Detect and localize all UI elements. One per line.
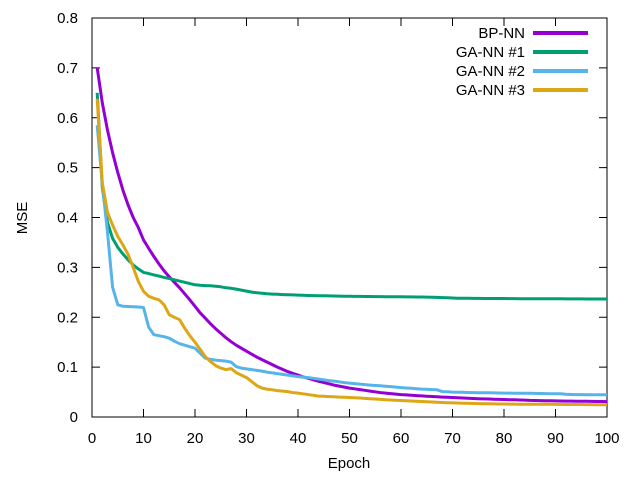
x-tick-label: 60 xyxy=(393,430,410,447)
x-tick-label: 70 xyxy=(444,430,461,447)
axis-ticks xyxy=(91,17,608,418)
x-tick-label: 20 xyxy=(187,430,204,447)
x-tick-label: 100 xyxy=(594,430,619,447)
y-tick-label: 0.6 xyxy=(57,110,78,127)
legend-label: GA-NN #1 xyxy=(456,44,525,61)
series-line-ga-nn-3 xyxy=(95,98,608,407)
x-tick-label: 30 xyxy=(238,430,255,447)
legend: BP-NN GA-NN #1 GA-NN #2 GA-NN #3 xyxy=(456,25,588,99)
y-tick-label: 0.2 xyxy=(57,309,78,326)
x-tick-label: 50 xyxy=(341,430,358,447)
legend-label: GA-NN #3 xyxy=(456,82,525,99)
x-tick-label: 90 xyxy=(547,430,564,447)
y-tick-label: 0.8 xyxy=(57,10,78,27)
x-axis-title: Epoch xyxy=(328,455,371,472)
axis-tick-labels: 0 10 20 30 40 50 60 70 80 90 100 0 0.1 0.2 0.3 0.4 0.5 0.… xyxy=(57,10,619,447)
series-line-ga-nn-1 xyxy=(95,92,607,301)
y-tick-label: 0.4 xyxy=(57,210,78,227)
series-line-bp-nn xyxy=(95,67,608,404)
legend-label: GA-NN #2 xyxy=(456,63,525,80)
x-tick-label: 40 xyxy=(290,430,307,447)
x-tick-label: 80 xyxy=(496,430,513,447)
legend-label: BP-NN xyxy=(478,25,525,42)
series-line-ga-nn-2 xyxy=(95,125,607,397)
y-tick-label: 0.3 xyxy=(57,259,78,276)
plot-border xyxy=(91,17,608,418)
x-tick-label: 10 xyxy=(135,430,152,447)
series-lines xyxy=(95,67,608,407)
y-tick-label: 0.5 xyxy=(57,160,78,177)
y-tick-label: 0.7 xyxy=(57,60,78,77)
y-axis-title: MSE xyxy=(14,202,31,235)
y-tick-label: 0 xyxy=(70,409,78,426)
y-tick-label: 0.1 xyxy=(57,359,78,376)
x-tick-label: 0 xyxy=(88,430,96,447)
